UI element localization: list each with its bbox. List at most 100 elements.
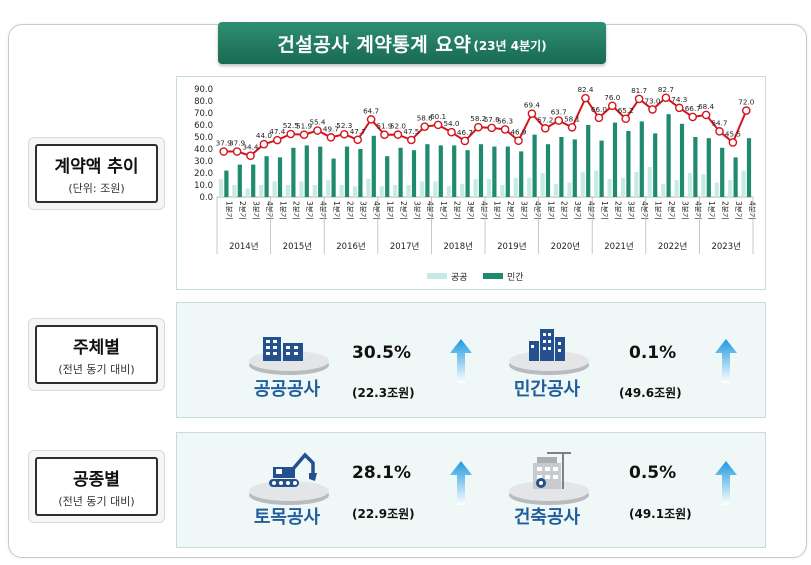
excavator-icon bbox=[269, 452, 317, 487]
total-data-label: 57.6 bbox=[484, 115, 500, 124]
private-bar bbox=[344, 146, 350, 197]
quarter-tick-label: 1분기 bbox=[278, 201, 287, 220]
public-bar bbox=[232, 185, 237, 197]
total-point bbox=[326, 133, 336, 142]
private-bar bbox=[478, 144, 484, 197]
quarter-tick-label: 4분기 bbox=[587, 201, 596, 220]
total-data-label: 54.0 bbox=[443, 119, 459, 128]
public-bar bbox=[312, 185, 317, 197]
private-bar bbox=[291, 147, 296, 197]
private-works-label: 민간공사 bbox=[513, 379, 581, 400]
quarter-tick-label: 4분기 bbox=[747, 201, 756, 220]
y-tick-label: 50.0 bbox=[194, 133, 213, 143]
private-bar bbox=[398, 147, 403, 197]
total-point bbox=[500, 125, 510, 134]
total-point bbox=[688, 112, 698, 122]
quarter-tick-label: 2분기 bbox=[345, 201, 354, 220]
total-data-label: 66.7 bbox=[685, 104, 701, 113]
total-data-label: 69.4 bbox=[524, 101, 540, 110]
public-bar bbox=[285, 185, 291, 197]
total-point bbox=[406, 135, 416, 145]
year-label: 2023년 bbox=[711, 241, 740, 252]
private-bar bbox=[318, 146, 323, 197]
y-tick-label: 30.0 bbox=[194, 157, 213, 167]
public-bar bbox=[393, 185, 398, 197]
public-bar bbox=[634, 171, 639, 197]
y-tick-label: 20.0 bbox=[194, 169, 213, 179]
total-point bbox=[701, 110, 711, 120]
private-bar bbox=[277, 157, 283, 197]
private-bar bbox=[532, 134, 537, 197]
public-bar bbox=[607, 179, 612, 197]
total-point bbox=[594, 113, 604, 123]
quarter-tick-label: 1분기 bbox=[493, 201, 502, 220]
arrow-up-icon bbox=[715, 461, 737, 505]
y-tick-label: 60.0 bbox=[194, 121, 213, 131]
total-data-label: 82.4 bbox=[577, 85, 593, 94]
public-bar bbox=[406, 185, 411, 197]
total-data-label: 47.4 bbox=[269, 127, 285, 136]
public-bar bbox=[272, 181, 277, 197]
public-bar bbox=[620, 177, 626, 197]
total-line bbox=[223, 96, 748, 157]
quarter-tick-label: 1분기 bbox=[654, 201, 663, 220]
quarter-tick-label: 1분기 bbox=[600, 201, 609, 220]
public-works-label: 공공공사 bbox=[253, 379, 321, 400]
private-bar bbox=[251, 164, 256, 197]
private-bar bbox=[224, 170, 229, 197]
contract-trend-chart: 0.0 10.0 20.0 30.0 40.0 50.0 60.0 70.0 80.0 90.0 3… bbox=[194, 85, 756, 283]
quarter-tick-label: 1분기 bbox=[225, 201, 234, 220]
total-data-label: 49.7 bbox=[323, 124, 339, 133]
total-point bbox=[742, 106, 751, 115]
total-point bbox=[259, 139, 269, 149]
total-point bbox=[447, 127, 456, 137]
quarter-tick-label: 1분기 bbox=[332, 201, 341, 220]
private-bar bbox=[465, 150, 470, 197]
legend-private-label: 민간 bbox=[507, 272, 524, 283]
private-bar bbox=[438, 145, 443, 197]
civil-works-amount: (22.9조원) bbox=[352, 507, 415, 521]
arrow-up-icon bbox=[715, 339, 737, 383]
total-data-label: 47.5 bbox=[403, 127, 419, 136]
y-tick-label: 0.0 bbox=[199, 193, 213, 203]
quarter-tick-label: 1분기 bbox=[546, 201, 555, 220]
private-bar bbox=[693, 137, 698, 197]
legend-public-label: 공공 bbox=[451, 272, 468, 283]
private-bar bbox=[746, 138, 752, 197]
public-bar bbox=[714, 182, 719, 197]
year-label: 2019년 bbox=[497, 241, 526, 252]
y-tick-label: 90.0 bbox=[194, 85, 213, 95]
legend-public-swatch bbox=[427, 273, 447, 279]
public-bar bbox=[661, 183, 666, 197]
total-point bbox=[661, 93, 671, 103]
quarter-tick-label: 2분기 bbox=[560, 201, 569, 220]
title-banner: 건설공사 계약통계 요약 (23년 4분기) bbox=[218, 22, 606, 64]
total-data-label: 54.7 bbox=[711, 118, 727, 127]
public-bar bbox=[379, 186, 384, 197]
public-bar bbox=[419, 181, 425, 197]
quarter-tick-label: 4분기 bbox=[319, 201, 328, 220]
total-data-label: 51.9 bbox=[296, 122, 312, 131]
total-data-label: 60.1 bbox=[430, 112, 446, 121]
total-point bbox=[634, 94, 644, 104]
y-tick-label: 40.0 bbox=[194, 145, 213, 155]
quarter-tick-label: 3분기 bbox=[680, 201, 689, 220]
arrow-up-icon bbox=[450, 339, 472, 383]
quarter-tick-label: 2분기 bbox=[238, 201, 247, 220]
quarter-tick-label: 3분기 bbox=[573, 201, 582, 220]
private-bar bbox=[452, 145, 457, 197]
quarter-tick-label: 3분기 bbox=[305, 201, 314, 220]
year-label: 2022년 bbox=[658, 241, 687, 252]
page-subtitle: (23년 4분기) bbox=[473, 38, 547, 53]
total-data-label: 52.3 bbox=[336, 121, 352, 130]
total-data-label: 45.5 bbox=[725, 129, 741, 138]
public-bar bbox=[580, 171, 585, 197]
private-bar bbox=[572, 139, 577, 197]
total-point bbox=[460, 136, 470, 146]
city-buildings-icon bbox=[529, 329, 565, 361]
quarter-tick-label: 3분기 bbox=[466, 201, 475, 220]
trend-unit: (단위: 조원) bbox=[68, 182, 125, 195]
total-point bbox=[246, 151, 255, 161]
total-data-label: 55.4 bbox=[309, 118, 325, 127]
office-building-icon bbox=[263, 337, 303, 361]
